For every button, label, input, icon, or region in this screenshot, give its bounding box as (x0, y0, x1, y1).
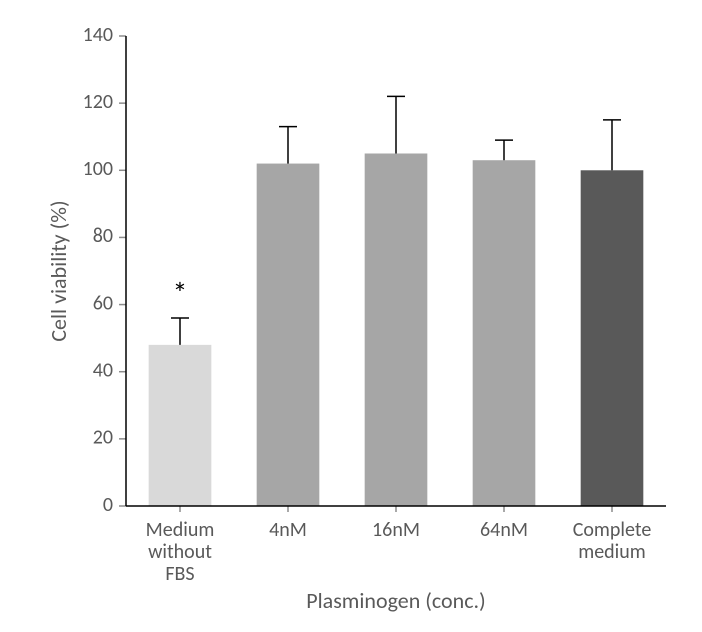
bar (149, 345, 212, 506)
y-tick-label: 80 (93, 224, 113, 248)
x-axis-label: Plasminogen (conc.) (306, 587, 485, 612)
bar (581, 170, 644, 506)
cell-viability-chart: 0 20 40 60 80 100 120 140 * MediumwithoutFBS 4nM 16… (40, 20, 680, 612)
y-tick-label: 140 (83, 23, 113, 47)
y-tick-label: 40 (93, 358, 113, 382)
y-tick-label: 60 (93, 291, 113, 315)
x-category-label: 4nM (269, 518, 307, 542)
bar (257, 164, 320, 506)
y-tick-label: 120 (83, 90, 113, 114)
y-tick-label: 0 (103, 493, 113, 517)
x-category-label: 64nM (480, 518, 528, 542)
x-category-label: FBS (165, 562, 194, 586)
y-tick-label: 20 (93, 426, 113, 450)
bar (365, 154, 428, 507)
x-category-label: 16nM (372, 518, 420, 542)
x-category-label: Medium (146, 518, 215, 542)
bar (473, 160, 536, 506)
y-tick-label: 100 (83, 157, 113, 181)
bar-annotation: * (173, 275, 188, 312)
x-category-label: without (148, 540, 212, 564)
y-axis-label: Cell viability (%) (45, 200, 72, 341)
x-category-label: Complete (573, 518, 652, 542)
x-category-label: medium (578, 540, 646, 564)
